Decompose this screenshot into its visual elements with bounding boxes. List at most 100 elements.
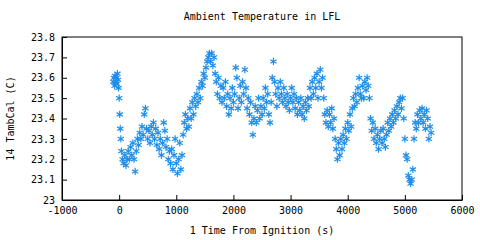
tick: 6000 [450,195,474,216]
tick-mark [62,159,67,160]
point [313,84,319,91]
point [177,139,183,146]
tick-label: 0 [117,205,123,216]
tick-mark [291,195,292,200]
tick: 23.4 [31,113,67,124]
point [211,54,217,61]
point [186,123,192,130]
point [215,74,221,81]
point [255,95,261,102]
point [412,119,418,126]
point [284,90,290,97]
tick-mark [176,195,177,200]
tick-label: 23.2 [31,154,55,165]
point [345,119,351,126]
point [270,58,276,65]
tick: 4000 [336,195,360,216]
tick-mark [348,195,349,200]
point [317,66,323,73]
point [401,115,407,122]
point [427,123,433,130]
tick-mark [405,195,406,200]
point [117,125,123,132]
point [115,84,121,91]
point [274,103,280,110]
point [131,156,137,163]
point [409,176,415,183]
point [266,111,272,118]
point [314,70,320,77]
point [198,78,204,85]
point [399,95,405,102]
point [221,95,227,102]
tick: 2000 [222,195,246,216]
point [265,90,271,97]
point [190,111,196,118]
y-axis-title: 14 TambCal (C) [5,76,16,160]
tick: 3000 [279,195,303,216]
point [263,99,269,106]
point [233,64,239,71]
point [404,156,410,163]
point [329,105,335,112]
point [315,95,321,102]
point [271,78,277,85]
tick-mark [62,98,67,99]
tick-label: 3000 [279,205,303,216]
tick: 23 [43,195,67,206]
tick-label: 23.8 [31,32,55,43]
tick-mark [119,195,120,200]
tick: 5000 [393,195,417,216]
point [162,127,168,134]
point [199,82,205,89]
tick: 23.5 [31,93,67,104]
tick: 23.1 [31,174,67,185]
tick-mark [462,195,463,200]
tick-label: 23.7 [31,52,55,63]
tick-label: 2000 [222,205,246,216]
point [235,105,241,112]
point [203,64,209,71]
point [180,131,186,138]
title: Ambient Temperature in LFL [184,11,341,22]
point [118,147,124,154]
tick: 23.8 [31,32,67,43]
point [163,143,169,150]
plot-frame [62,37,462,200]
point [174,170,180,177]
point [115,76,121,83]
point [398,105,404,112]
point [402,135,408,142]
point [365,82,371,89]
tick-label: 5000 [393,205,417,216]
point [230,99,236,106]
point [141,111,147,118]
point [118,135,124,142]
point [161,119,167,126]
x-axis: -10000100020003000400050006000 [47,195,474,216]
tick: 23.6 [31,72,67,83]
tick-mark [62,180,67,181]
point [175,156,181,163]
point [423,107,429,114]
point [305,95,311,102]
point [361,95,367,102]
tick-mark [233,195,234,200]
point [286,107,292,114]
point [331,115,337,122]
chart: -100001000200030004000500060002323.123.2… [0,0,480,240]
point [250,131,256,138]
point [403,152,409,159]
tick-mark [62,78,67,79]
tick-label: 23.1 [31,174,55,185]
point [204,58,210,65]
point [116,95,122,102]
tick-label: 23 [43,195,55,206]
point [179,152,185,159]
tick: 23.2 [31,154,67,165]
point [357,90,363,97]
point [178,166,184,173]
point [267,119,273,126]
points [110,50,434,188]
point [238,99,244,106]
